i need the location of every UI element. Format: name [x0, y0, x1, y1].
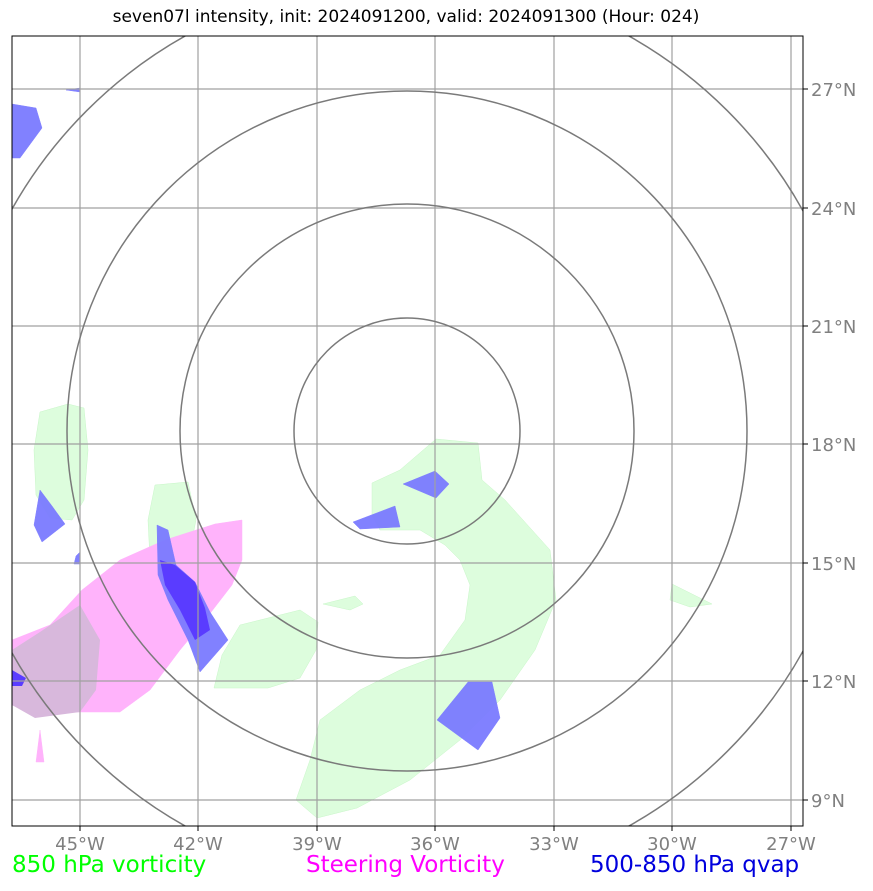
steering-vorticity-area-small: [35, 729, 45, 763]
qvap-area-west-sliver: [73, 551, 81, 565]
lon-label: 33°W: [529, 834, 579, 855]
vorticity-850-area-small: [322, 595, 364, 611]
qvap-area-south: [436, 681, 501, 751]
qvap-area-center-east: [402, 470, 450, 499]
lat-label: 18°N: [811, 435, 856, 456]
vorticity-850-area-main-band: [295, 438, 557, 819]
lat-label: 21°N: [811, 317, 856, 338]
map-gridlines: [12, 36, 803, 826]
qvap-overlap-edge: [12, 670, 26, 686]
lat-label: 15°N: [811, 554, 856, 575]
lon-ticks: [79, 826, 792, 831]
range-ring-2: [179, 203, 635, 659]
lat-label: 12°N: [811, 672, 856, 693]
lon-label: 45°W: [55, 834, 105, 855]
legend-steering-vorticity: Steering Vorticity: [306, 852, 505, 878]
plot-frame: [11, 35, 804, 827]
map-title: seven07l intensity, init: 2024091200, va…: [112, 7, 700, 27]
lon-label: 42°W: [173, 834, 223, 855]
steering-vorticity-overlap: [12, 605, 100, 718]
vorticity-850-area-east: [669, 583, 713, 608]
lon-label: 30°W: [647, 834, 697, 855]
lon-label: 27°W: [766, 834, 816, 855]
vorticity-850-area-west: [33, 403, 89, 521]
lon-label: 39°W: [292, 834, 342, 855]
legend-850-vorticity: 850 hPa vorticity: [12, 852, 207, 878]
lon-label: 36°W: [410, 834, 460, 855]
qvap-area-west: [33, 489, 66, 543]
qvap-area-northwest: [12, 103, 43, 159]
lat-label: 27°N: [811, 80, 856, 101]
range-ring-3: [66, 90, 748, 772]
lat-label: 9°N: [811, 791, 845, 812]
range-ring-1: [293, 317, 521, 545]
legend-qvap: 500-850 hPa qvap: [590, 852, 800, 878]
qvap-area-center: [352, 505, 401, 530]
range-rings: [12, 36, 803, 826]
vorticity-850-area-southwest: [213, 609, 319, 689]
lat-label: 24°N: [811, 199, 856, 220]
lat-ticks: [803, 88, 808, 801]
